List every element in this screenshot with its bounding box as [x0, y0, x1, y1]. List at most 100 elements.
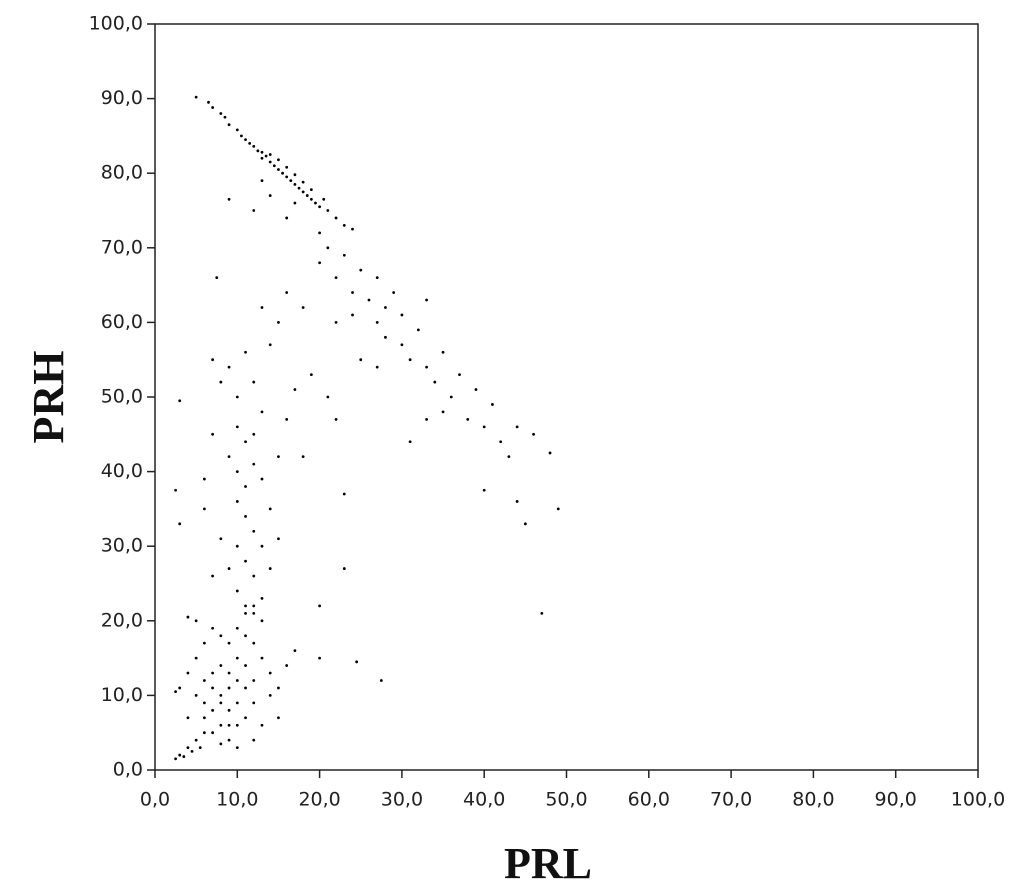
point [244, 634, 247, 638]
point [194, 656, 198, 660]
point [174, 690, 177, 694]
point [293, 388, 297, 391]
point [301, 180, 305, 184]
y-tick-label: 40,0 [101, 460, 143, 482]
point [202, 716, 206, 720]
point [211, 432, 215, 436]
point [211, 358, 215, 362]
point [408, 358, 412, 362]
point [433, 380, 437, 384]
point [416, 328, 420, 332]
point [268, 194, 272, 197]
x-tick-label: 20,0 [298, 789, 340, 811]
point [297, 186, 301, 190]
point [285, 175, 289, 179]
point [240, 134, 243, 138]
point [252, 604, 256, 608]
point [293, 173, 297, 177]
point [244, 559, 247, 563]
point [289, 179, 293, 183]
point [223, 115, 227, 119]
point [252, 679, 256, 682]
point [244, 664, 247, 667]
point [556, 507, 560, 511]
point [277, 321, 280, 324]
point [219, 537, 223, 541]
point [252, 641, 256, 645]
point [355, 660, 359, 664]
point [219, 701, 223, 705]
point [326, 209, 330, 212]
point [219, 742, 223, 746]
point [532, 432, 535, 436]
point [252, 144, 256, 148]
point [408, 440, 412, 444]
point [268, 694, 272, 697]
point [268, 153, 272, 156]
x-tick-label: 50,0 [545, 789, 587, 811]
point [202, 477, 206, 481]
point [268, 160, 272, 164]
point [548, 451, 552, 455]
point [235, 589, 239, 593]
point [260, 156, 264, 160]
point [318, 604, 321, 608]
point [235, 626, 239, 630]
plot-frame [154, 23, 979, 771]
y-tick-label: 0,0 [113, 759, 143, 781]
x-tick-label: 0,0 [140, 789, 170, 811]
point [211, 626, 215, 630]
point [326, 395, 330, 399]
point [359, 358, 363, 362]
x-tick-label: 80,0 [792, 789, 834, 811]
point [515, 425, 519, 429]
y-tick-label: 60,0 [101, 311, 143, 333]
point [235, 656, 239, 660]
point [309, 197, 313, 201]
point [252, 738, 256, 742]
point [277, 158, 280, 162]
point [219, 380, 223, 384]
point [211, 671, 215, 675]
point [474, 388, 478, 391]
point [285, 291, 289, 294]
point [309, 188, 313, 192]
point [244, 611, 247, 615]
point [178, 686, 182, 690]
x-tick-label: 100,0 [951, 789, 1005, 811]
x-axis-title: PRL [504, 839, 592, 888]
point [252, 611, 256, 615]
point [318, 231, 321, 235]
point [367, 298, 371, 302]
point [285, 417, 289, 421]
point [178, 399, 182, 403]
point [277, 537, 280, 541]
point [334, 276, 338, 280]
point [342, 567, 346, 570]
point [318, 261, 321, 265]
point [342, 253, 346, 257]
x-tick-label: 10,0 [216, 789, 258, 811]
point [384, 335, 387, 339]
point [351, 313, 354, 317]
point [285, 216, 289, 220]
point [207, 100, 210, 104]
point [235, 395, 239, 399]
point [507, 455, 511, 459]
point [186, 615, 190, 619]
point [425, 417, 428, 421]
point [425, 365, 428, 369]
point [244, 686, 247, 690]
point [252, 432, 256, 436]
y-tick-label: 30,0 [101, 535, 143, 557]
point [334, 321, 338, 324]
point [244, 440, 247, 444]
point [235, 425, 239, 429]
point [318, 205, 321, 209]
point [342, 492, 346, 496]
point [277, 168, 280, 171]
point [482, 425, 486, 429]
point [400, 343, 404, 347]
point [211, 106, 215, 109]
